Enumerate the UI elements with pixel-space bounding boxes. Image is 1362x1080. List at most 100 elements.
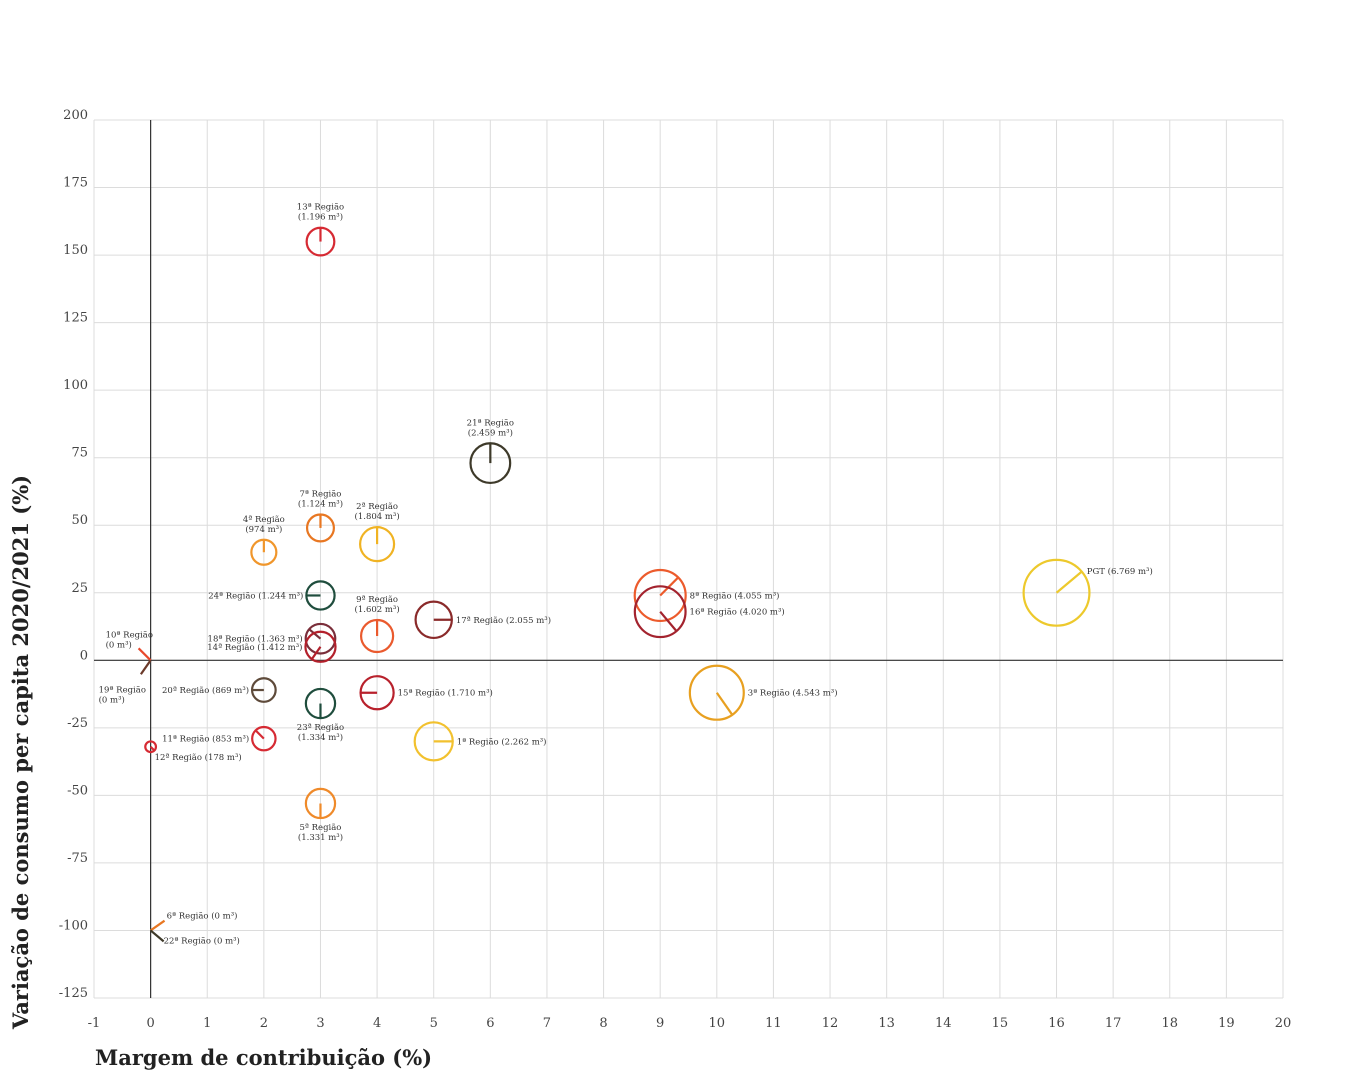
point-label: 5ª Região <box>300 822 342 833</box>
y-tick-label: -25 <box>67 716 88 731</box>
point-label: 19ª Região <box>99 684 146 695</box>
bubble <box>304 630 337 663</box>
point-label: 15ª Região (1.710 m³) <box>398 688 493 699</box>
data-point <box>413 721 454 762</box>
data-point <box>305 580 336 611</box>
data-point <box>633 585 687 639</box>
data-point <box>149 929 165 943</box>
bubble <box>251 725 277 752</box>
data-point <box>633 568 687 623</box>
x-tick-label: 19 <box>1218 1016 1235 1031</box>
data-point <box>359 526 396 563</box>
data-point <box>149 919 166 932</box>
y-tick-label: -125 <box>59 986 88 1001</box>
point-label: (2.459 m³) <box>468 427 513 438</box>
x-tick-label: 13 <box>878 1016 895 1031</box>
data-labels: 13ª Região(1.196 m³) 21ª Região(2.459 m³)… <box>99 202 1153 947</box>
point-label: 8ª Região (4.055 m³) <box>690 590 780 601</box>
y-tick-label: 75 <box>71 446 88 461</box>
data-point <box>144 740 158 754</box>
data-point <box>688 664 745 721</box>
x-tick-label: 7 <box>543 1016 551 1031</box>
data-point <box>304 687 337 720</box>
y-tick-label: -50 <box>67 783 88 798</box>
y-axis-title: Variação de consumo per capita 2020/2021… <box>8 475 33 1030</box>
x-tick-label: 2 <box>260 1016 268 1031</box>
point-label: (1.124 m³) <box>298 499 343 510</box>
y-tick-label: 0 <box>80 648 88 663</box>
y-tick-label: 25 <box>71 581 88 596</box>
point-label: 21ª Região <box>467 417 514 428</box>
bubble-indicator <box>715 692 734 716</box>
point-label: 4ª Região <box>243 514 285 525</box>
x-axis-title: Margem de contribuição (%) <box>95 1045 432 1070</box>
bubble-indicator <box>310 646 322 660</box>
data-point <box>469 442 512 485</box>
x-tick-label: 1 <box>203 1016 211 1031</box>
point-label: 13ª Região <box>297 202 344 213</box>
bubble <box>688 664 745 721</box>
point-label: 9ª Região <box>356 594 398 605</box>
data-point <box>1022 558 1091 627</box>
x-tick-label: 12 <box>822 1016 839 1031</box>
x-tick-label: 9 <box>656 1016 664 1031</box>
point-label: (974 m³) <box>245 524 282 535</box>
point-label: 3ª Região (4.543 m³) <box>748 688 838 699</box>
x-tick-label: 18 <box>1161 1016 1178 1031</box>
data-point <box>304 787 337 820</box>
point-label: (1.334 m³) <box>298 732 343 743</box>
point-label: 22ª Região (0 m³) <box>164 935 240 946</box>
data-point <box>305 226 336 257</box>
bubble-indicator <box>149 929 165 943</box>
grid <box>93 119 1284 999</box>
data-point <box>304 630 337 663</box>
point-label: 24ª Região (1.244 m³) <box>208 590 303 601</box>
point-label: (0 m³) <box>99 694 125 705</box>
x-tick-label: 15 <box>992 1016 1009 1031</box>
point-label: 18ª Região (1.363 m³) <box>208 634 303 645</box>
point-label: 14ª Região (1.412 m³) <box>207 642 302 653</box>
y-tick-label: 125 <box>63 311 88 326</box>
bubble-indicator <box>149 745 156 752</box>
x-tick-label: -1 <box>88 1016 101 1031</box>
y-tick-label: -100 <box>59 918 88 933</box>
data-point <box>251 725 277 752</box>
y-tick-label: -75 <box>67 851 88 866</box>
point-label: (1.602 m³) <box>355 604 400 615</box>
point-label: (1.804 m³) <box>355 511 400 522</box>
x-tick-label: 10 <box>709 1016 726 1031</box>
bubble-indicator <box>659 610 678 632</box>
x-tick-label: 16 <box>1048 1016 1065 1031</box>
point-label: (0 m³) <box>106 639 132 650</box>
point-label: 12ª Região (178 m³) <box>155 752 242 763</box>
x-tick-label: 11 <box>765 1016 782 1031</box>
bubble-indicator <box>254 729 265 740</box>
x-tick-label: 0 <box>146 1016 154 1031</box>
point-label: 1ª Região (2.262 m³) <box>457 736 547 747</box>
bubble-indicator <box>659 576 679 597</box>
bubble-indicator <box>139 659 152 675</box>
point-label: (1.331 m³) <box>298 832 343 843</box>
x-tick-label: 4 <box>373 1016 381 1031</box>
point-label: 11ª Região (853 m³) <box>162 734 249 745</box>
point-label: 16ª Região (4.020 m³) <box>690 607 785 618</box>
point-label: 17ª Região (2.055 m³) <box>456 615 551 626</box>
x-tick-label: 6 <box>486 1016 494 1031</box>
data-point <box>414 600 453 640</box>
y-tick-label: 50 <box>71 513 88 528</box>
x-tick-label: 8 <box>599 1016 607 1031</box>
bubble <box>144 740 158 754</box>
point-label: 10ª Região <box>106 629 153 640</box>
bubble-indicator <box>149 919 166 932</box>
bubble <box>633 585 687 639</box>
data-point <box>250 538 278 566</box>
data-point <box>359 618 395 654</box>
point-label: 2ª Região <box>356 501 398 512</box>
x-tick-label: 20 <box>1275 1016 1292 1031</box>
x-tick-label: 3 <box>316 1016 324 1031</box>
data-point <box>139 659 152 675</box>
point-label: PGT (6.769 m³) <box>1087 566 1153 577</box>
x-tick-label: 17 <box>1105 1016 1122 1031</box>
bubble-indicator <box>1055 570 1083 594</box>
